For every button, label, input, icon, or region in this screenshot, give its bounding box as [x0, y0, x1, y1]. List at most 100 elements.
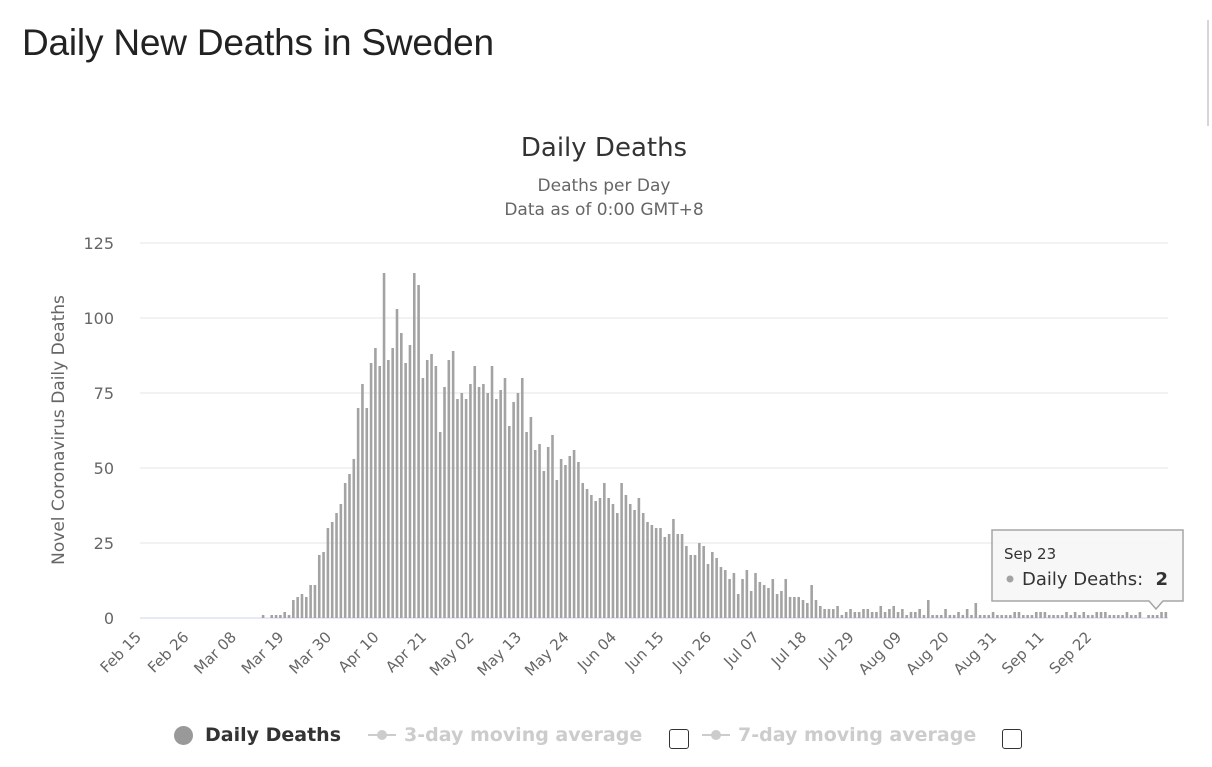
bar[interactable] [326, 528, 330, 618]
bar[interactable] [888, 609, 891, 618]
bar[interactable] [961, 615, 965, 618]
bar[interactable] [788, 597, 792, 618]
bar[interactable] [810, 585, 813, 618]
bar[interactable] [931, 615, 934, 618]
bar[interactable] [382, 273, 386, 618]
bar[interactable] [983, 615, 986, 618]
bar[interactable] [1056, 615, 1060, 618]
legend-item-7-day-average[interactable]: 7-day moving average [702, 718, 976, 752]
bar[interactable] [400, 333, 403, 618]
bar[interactable] [343, 483, 347, 618]
bar[interactable] [741, 579, 744, 618]
bar[interactable] [1095, 612, 1099, 618]
bar[interactable] [296, 597, 299, 618]
bar[interactable] [300, 594, 304, 618]
bar[interactable] [529, 417, 533, 618]
bar[interactable] [590, 495, 593, 618]
bar[interactable] [987, 615, 991, 618]
bar[interactable] [801, 600, 805, 618]
bar[interactable] [361, 384, 364, 618]
bar[interactable] [957, 612, 960, 618]
bar[interactable] [723, 570, 727, 618]
bar[interactable] [918, 609, 921, 618]
bar[interactable] [1112, 615, 1116, 618]
bar[interactable] [1086, 615, 1090, 618]
bar[interactable] [1043, 612, 1047, 618]
bar[interactable] [516, 393, 520, 618]
bar[interactable] [585, 489, 589, 618]
bar[interactable] [1147, 615, 1150, 618]
bar[interactable] [577, 462, 580, 618]
bar[interactable] [546, 447, 550, 618]
bar[interactable] [309, 585, 312, 618]
bar[interactable] [460, 393, 464, 618]
bar[interactable] [464, 399, 468, 618]
bar[interactable] [292, 600, 295, 618]
bar[interactable] [572, 450, 576, 618]
bar[interactable] [706, 564, 710, 618]
bar[interactable] [490, 366, 494, 618]
bar[interactable] [1155, 615, 1159, 618]
bar[interactable] [555, 480, 559, 618]
bar[interactable] [870, 612, 874, 618]
bar[interactable] [771, 579, 775, 618]
bar[interactable] [944, 609, 947, 618]
bar[interactable] [304, 597, 308, 618]
bar[interactable] [702, 546, 705, 618]
bar[interactable] [378, 366, 382, 618]
bar[interactable] [1121, 615, 1124, 618]
bar[interactable] [862, 609, 865, 618]
bar[interactable] [914, 612, 917, 618]
bar[interactable] [1129, 615, 1133, 618]
bar[interactable] [935, 615, 939, 618]
bar[interactable] [603, 483, 606, 618]
bar[interactable] [749, 591, 753, 618]
bar[interactable] [417, 285, 420, 618]
bar[interactable] [970, 615, 973, 618]
bar[interactable] [581, 483, 585, 618]
bar[interactable] [883, 612, 887, 618]
bar[interactable] [650, 525, 654, 618]
bar[interactable] [425, 360, 429, 618]
bar[interactable] [905, 615, 908, 618]
bar[interactable] [495, 399, 498, 618]
bar[interactable] [1052, 615, 1055, 618]
bar[interactable] [857, 612, 861, 618]
bar[interactable] [365, 408, 369, 618]
bar[interactable] [520, 378, 524, 618]
bar[interactable] [866, 609, 870, 618]
bar[interactable] [676, 534, 680, 618]
bar[interactable] [499, 390, 502, 618]
bar[interactable] [784, 579, 788, 618]
bar[interactable] [719, 567, 723, 618]
bar[interactable] [628, 504, 632, 618]
bar[interactable] [447, 360, 451, 618]
bar[interactable] [279, 615, 282, 618]
bar[interactable] [996, 615, 999, 618]
bar[interactable] [715, 558, 718, 618]
bar[interactable] [939, 615, 943, 618]
bar[interactable] [421, 378, 425, 618]
bar[interactable] [1078, 615, 1081, 618]
bar[interactable] [369, 363, 373, 618]
bar[interactable] [728, 579, 731, 618]
bar[interactable] [879, 606, 883, 618]
bar[interactable] [745, 570, 749, 618]
bar[interactable] [542, 471, 546, 618]
bar[interactable] [758, 582, 762, 618]
bar[interactable] [793, 597, 796, 618]
bar[interactable] [840, 615, 844, 618]
bar[interactable] [1073, 612, 1077, 618]
bar[interactable] [434, 366, 438, 618]
bar[interactable] [352, 459, 356, 618]
bar[interactable] [451, 351, 455, 618]
bar[interactable] [762, 585, 766, 618]
bar[interactable] [646, 522, 649, 618]
bar[interactable] [482, 384, 485, 618]
bar[interactable] [1047, 615, 1051, 618]
bar[interactable] [775, 594, 779, 618]
bar[interactable] [538, 444, 541, 618]
bar[interactable] [922, 615, 926, 618]
bar[interactable] [1082, 612, 1086, 618]
bar[interactable] [667, 534, 671, 618]
